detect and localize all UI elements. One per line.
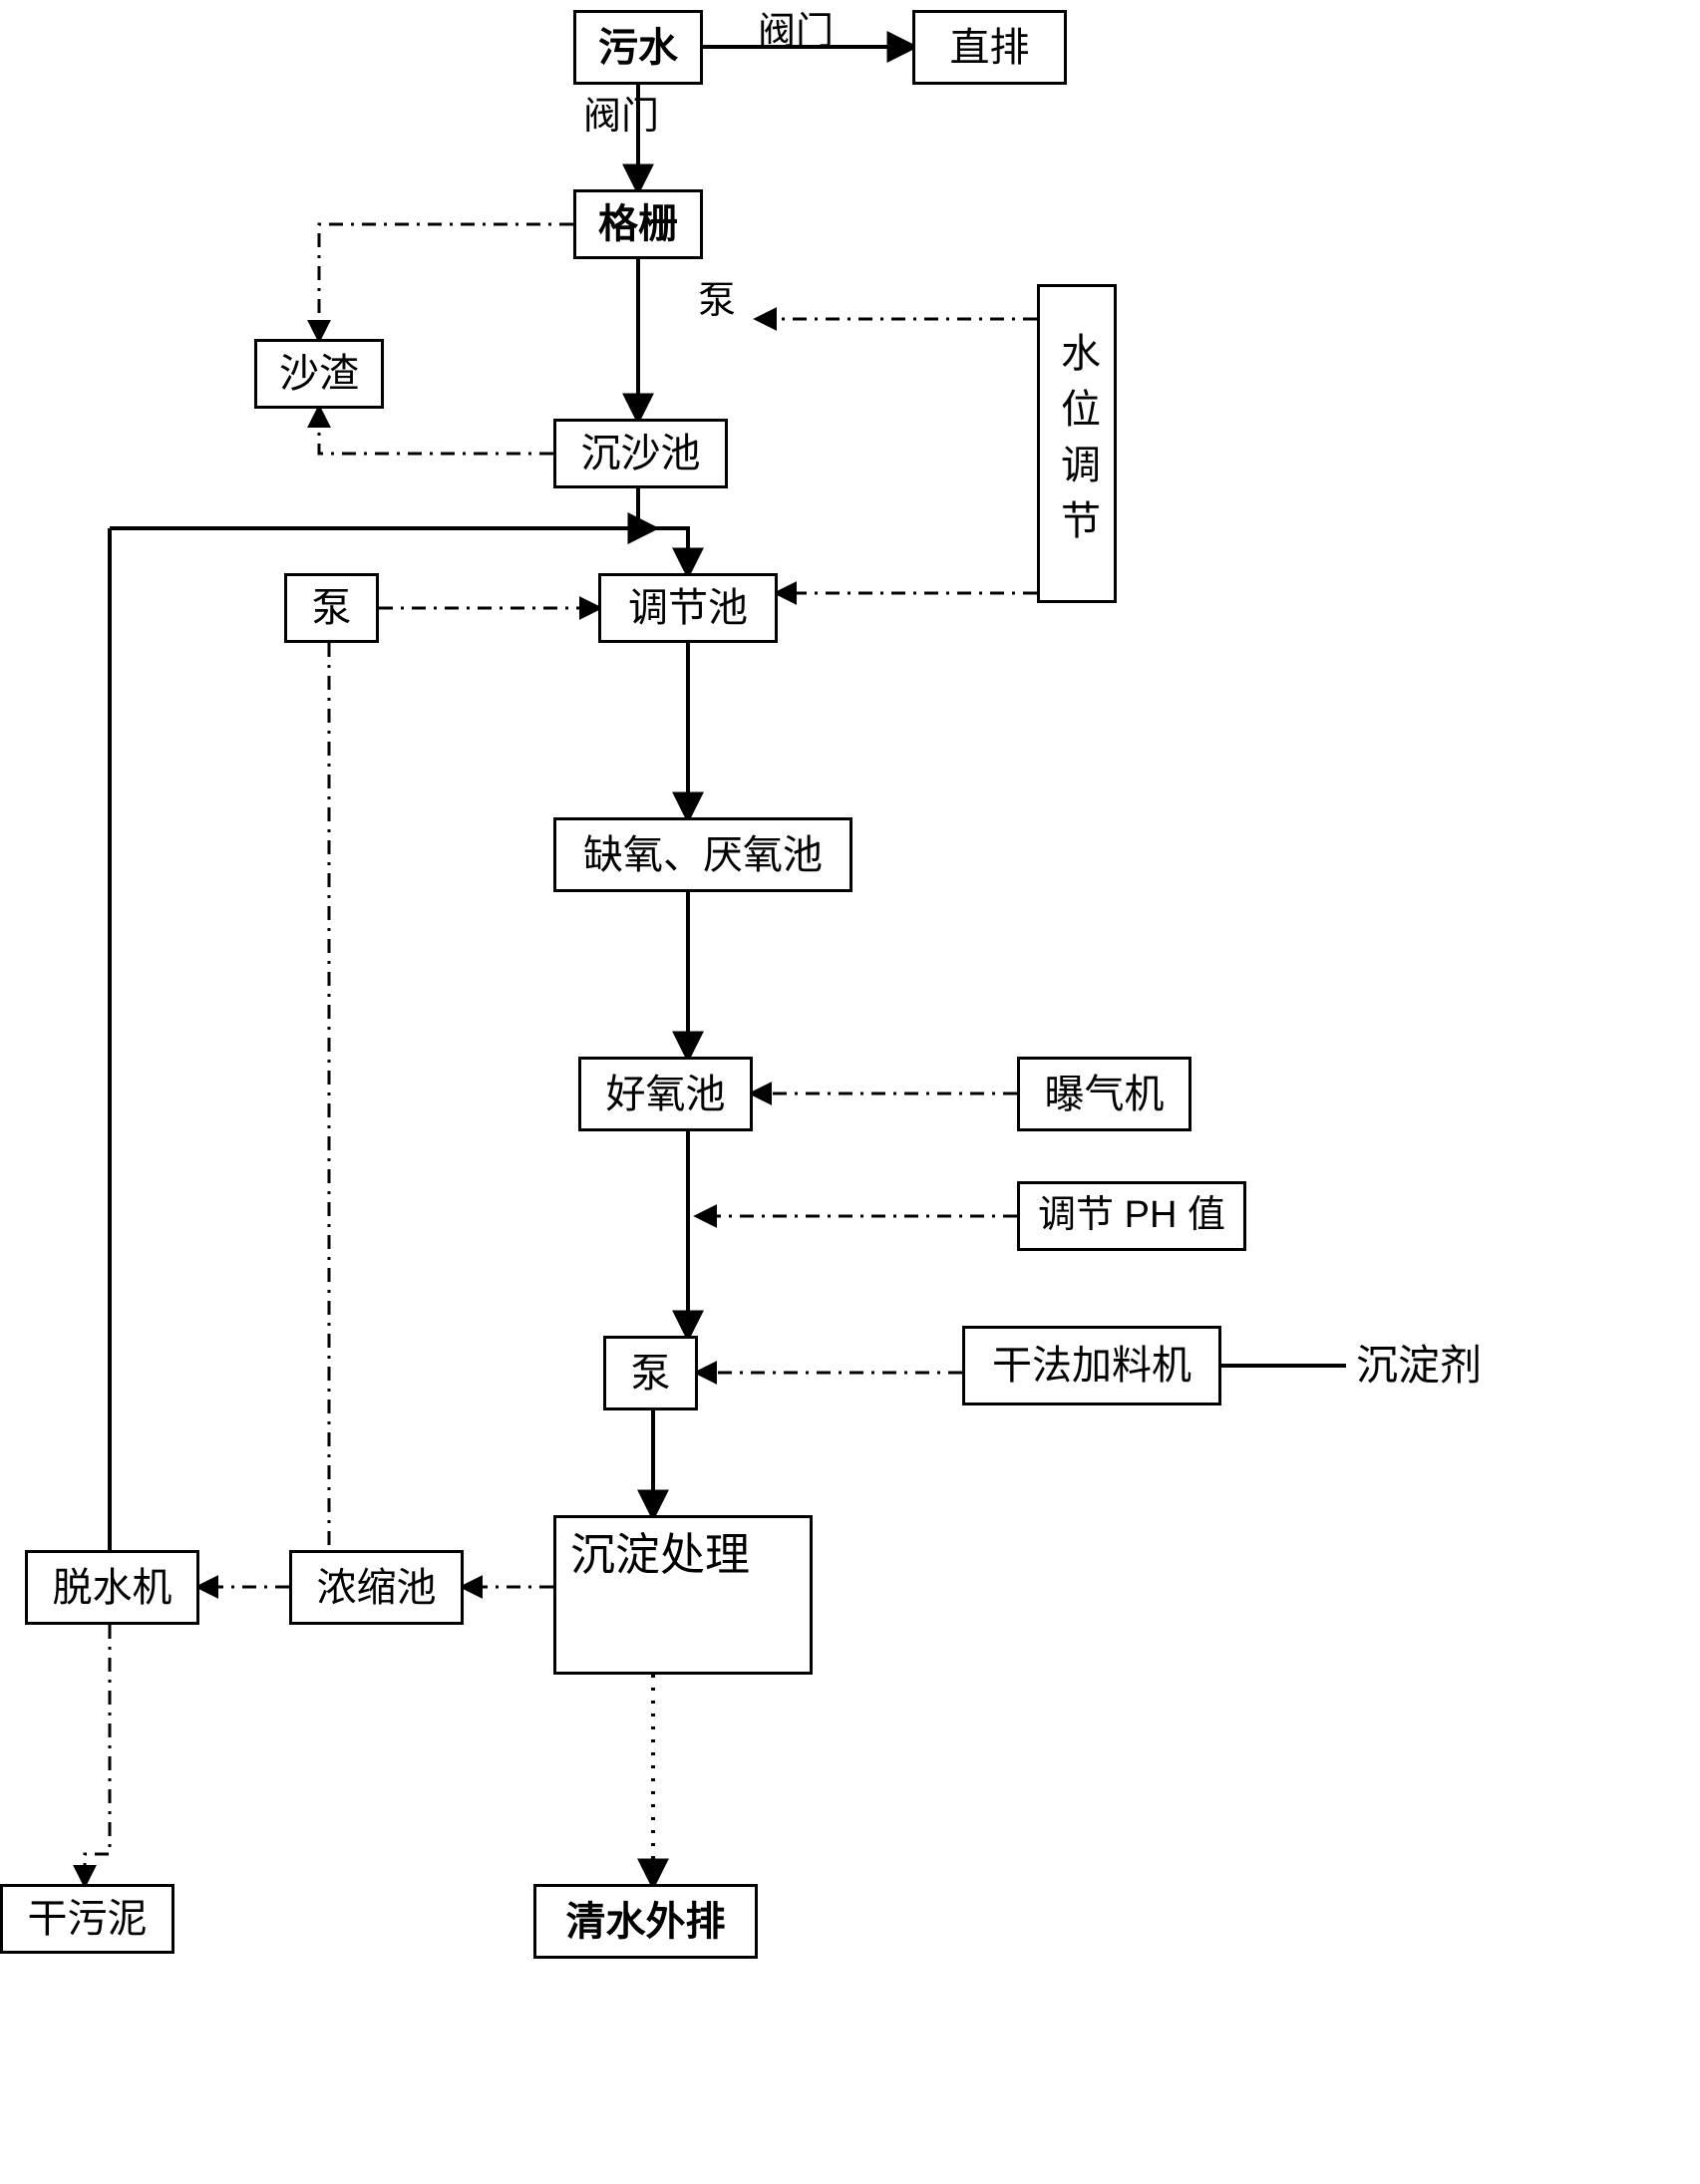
node-aerobic: 好氧池 — [578, 1057, 753, 1131]
node-grit: 沉沙池 — [553, 419, 728, 488]
flowchart-canvas: 污水直排格栅沙渣沉沙池水位调节调节池泵缺氧、厌氧池好氧池曝气机调节 PH 值泵干… — [0, 0, 1700, 2184]
node-label-ph: 调节 PH 值 — [1038, 1193, 1225, 1239]
node-ph: 调节 PH 值 — [1017, 1181, 1246, 1251]
node-label-level: 水位调节 — [1053, 332, 1101, 555]
node-label-anoxic: 缺氧、厌氧池 — [583, 831, 823, 879]
node-feeder: 干法加料机 — [962, 1326, 1221, 1405]
node-label-drysludge: 干污泥 — [28, 1895, 148, 1943]
node-settle: 沉淀处理 — [553, 1515, 813, 1675]
node-label-dewater: 脱水机 — [53, 1564, 172, 1612]
node-label-thicken: 浓缩池 — [317, 1564, 437, 1612]
node-drysludge: 干污泥 — [0, 1884, 174, 1954]
node-label-screen: 格栅 — [598, 200, 678, 248]
node-label-pump2: 泵 — [312, 584, 352, 632]
node-clearwater: 清水外排 — [533, 1884, 758, 1959]
node-direct: 直排 — [912, 10, 1067, 85]
node-anoxic: 缺氧、厌氧池 — [553, 817, 852, 892]
node-label-adjust: 调节池 — [628, 584, 748, 632]
node-label-grit: 沉沙池 — [581, 430, 701, 477]
edge-grit-adjust — [638, 488, 688, 573]
node-screen: 格栅 — [573, 189, 703, 259]
node-aerator: 曝气机 — [1017, 1057, 1191, 1131]
label-valve1: 阀门 — [758, 10, 834, 56]
node-label-sewage: 污水 — [598, 24, 678, 72]
node-dewater: 脱水机 — [25, 1550, 199, 1625]
node-thicken: 浓缩池 — [289, 1550, 464, 1625]
node-label-aerobic: 好氧池 — [606, 1071, 726, 1118]
node-label-sand: 沙渣 — [279, 350, 359, 398]
node-label-direct: 直排 — [950, 24, 1030, 72]
label-precip: 沉淀剂 — [1356, 1341, 1482, 1391]
node-label-pump3: 泵 — [631, 1350, 671, 1398]
edges-layer — [0, 0, 1700, 2184]
node-level: 水位调节 — [1037, 284, 1117, 603]
node-label-settle: 沉淀处理 — [570, 1528, 750, 1582]
node-sewage: 污水 — [573, 10, 703, 85]
edge-dewater-drysludge — [85, 1625, 110, 1884]
node-label-clearwater: 清水外排 — [566, 1898, 726, 1946]
node-sand: 沙渣 — [254, 339, 384, 409]
edge-grit-sand — [319, 409, 553, 454]
node-label-feeder: 干法加料机 — [992, 1342, 1191, 1390]
label-pumplbl: 泵 — [698, 279, 736, 325]
label-valve2: 阀门 — [583, 95, 659, 141]
node-pump2: 泵 — [284, 573, 379, 643]
node-label-aerator: 曝气机 — [1045, 1071, 1165, 1118]
edge-screen-sand — [319, 224, 573, 339]
node-pump3: 泵 — [603, 1336, 698, 1410]
node-adjust: 调节池 — [598, 573, 778, 643]
